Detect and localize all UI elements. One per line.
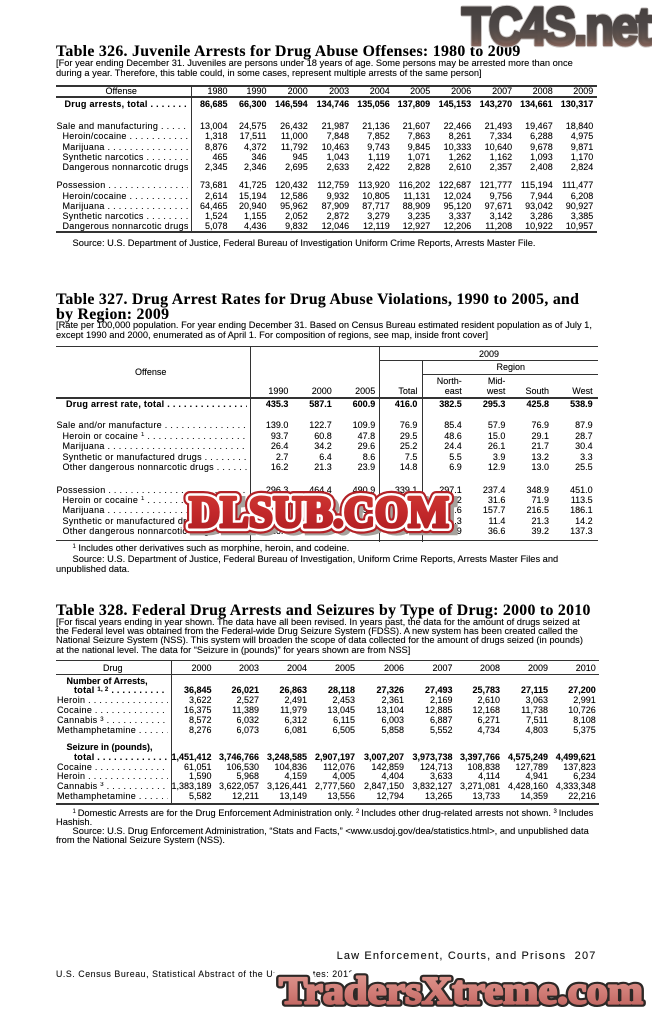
svg-text:TradersXtreme.com: TradersXtreme.com — [279, 970, 643, 1013]
svg-text:DLSUB.COM: DLSUB.COM — [194, 491, 454, 540]
svg-text:TC4S.net: TC4S.net — [462, 0, 651, 57]
svg-text:TradersXtreme.com: TradersXtreme.com — [279, 970, 643, 1013]
svg-text:DLSUB.COM: DLSUB.COM — [189, 488, 449, 537]
svg-text:TradersXtreme.com: TradersXtreme.com — [279, 970, 643, 1013]
svg-text:DLSUB.COM: DLSUB.COM — [189, 488, 449, 537]
svg-text:TC4S.net: TC4S.net — [462, 0, 651, 57]
svg-text:DLSUB.COM: DLSUB.COM — [189, 488, 449, 537]
